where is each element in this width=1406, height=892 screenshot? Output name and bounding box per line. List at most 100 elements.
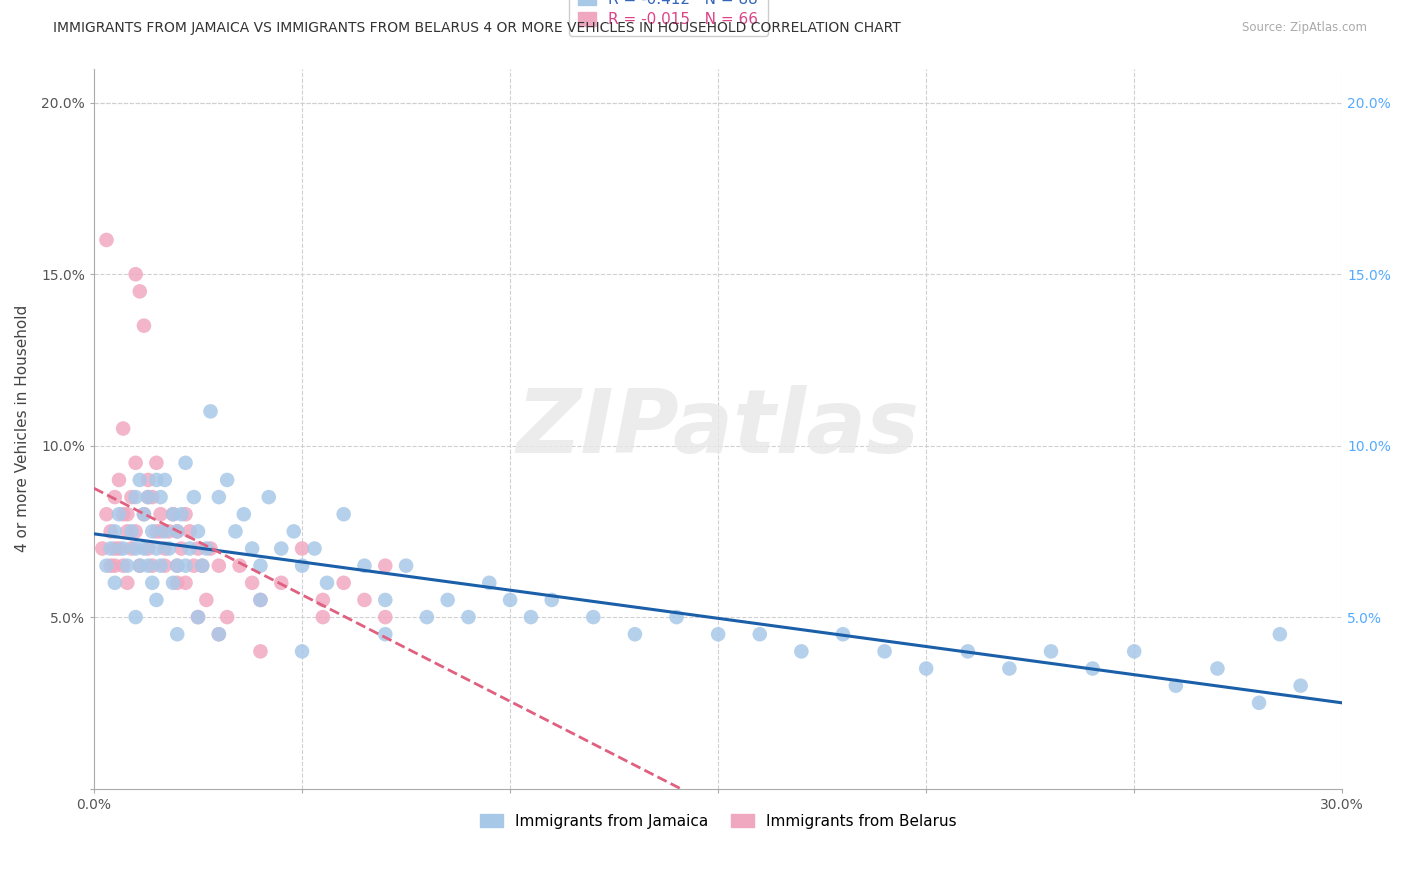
- Point: [208, 627, 231, 641]
- Point: [136, 541, 159, 556]
- Point: [257, 490, 280, 504]
- Point: [141, 524, 163, 539]
- Point: [200, 541, 222, 556]
- Point: [240, 575, 263, 590]
- Point: [145, 524, 167, 539]
- Point: [304, 541, 326, 556]
- Point: [174, 558, 197, 573]
- Point: [499, 593, 522, 607]
- Point: [1081, 661, 1104, 675]
- Point: [1206, 661, 1229, 675]
- Point: [374, 627, 396, 641]
- Point: [249, 593, 271, 607]
- Point: [1268, 627, 1291, 641]
- Point: [174, 507, 197, 521]
- Point: [1164, 679, 1187, 693]
- Point: [191, 558, 214, 573]
- Point: [166, 558, 188, 573]
- Point: [520, 610, 543, 624]
- Point: [124, 541, 146, 556]
- Point: [166, 524, 188, 539]
- Point: [149, 490, 172, 504]
- Point: [187, 610, 209, 624]
- Point: [96, 558, 118, 573]
- Point: [162, 507, 184, 521]
- Point: [179, 524, 201, 539]
- Point: [174, 456, 197, 470]
- Point: [157, 524, 180, 539]
- Point: [104, 541, 127, 556]
- Point: [436, 593, 458, 607]
- Point: [104, 524, 127, 539]
- Point: [1247, 696, 1270, 710]
- Point: [187, 541, 209, 556]
- Point: [249, 593, 271, 607]
- Legend: Immigrants from Jamaica, Immigrants from Belarus: Immigrants from Jamaica, Immigrants from…: [474, 807, 963, 835]
- Point: [96, 507, 118, 521]
- Point: [136, 490, 159, 504]
- Point: [108, 507, 131, 521]
- Point: [353, 593, 375, 607]
- Point: [100, 558, 122, 573]
- Point: [748, 627, 770, 641]
- Point: [112, 558, 135, 573]
- Point: [128, 285, 150, 299]
- Point: [91, 541, 114, 556]
- Point: [149, 507, 172, 521]
- Point: [162, 507, 184, 521]
- Point: [149, 524, 172, 539]
- Point: [707, 627, 730, 641]
- Point: [153, 541, 176, 556]
- Point: [790, 644, 813, 658]
- Point: [915, 661, 938, 675]
- Point: [166, 558, 188, 573]
- Point: [145, 593, 167, 607]
- Point: [291, 644, 314, 658]
- Point: [117, 524, 139, 539]
- Point: [104, 558, 127, 573]
- Point: [217, 473, 239, 487]
- Point: [332, 507, 354, 521]
- Point: [291, 558, 314, 573]
- Point: [108, 473, 131, 487]
- Point: [195, 541, 218, 556]
- Point: [183, 490, 205, 504]
- Point: [166, 575, 188, 590]
- Point: [104, 490, 127, 504]
- Point: [208, 490, 231, 504]
- Point: [956, 644, 979, 658]
- Point: [132, 541, 155, 556]
- Point: [224, 524, 246, 539]
- Text: ZIPatlas: ZIPatlas: [516, 385, 920, 472]
- Point: [240, 541, 263, 556]
- Point: [200, 404, 222, 418]
- Point: [540, 593, 562, 607]
- Point: [124, 456, 146, 470]
- Point: [208, 627, 231, 641]
- Point: [312, 593, 335, 607]
- Point: [374, 610, 396, 624]
- Point: [124, 524, 146, 539]
- Point: [117, 507, 139, 521]
- Point: [191, 558, 214, 573]
- Point: [316, 575, 339, 590]
- Point: [291, 541, 314, 556]
- Point: [998, 661, 1021, 675]
- Point: [112, 507, 135, 521]
- Point: [179, 541, 201, 556]
- Point: [145, 541, 167, 556]
- Point: [217, 610, 239, 624]
- Point: [124, 490, 146, 504]
- Point: [132, 507, 155, 521]
- Point: [104, 575, 127, 590]
- Point: [121, 524, 143, 539]
- Point: [270, 541, 292, 556]
- Point: [153, 558, 176, 573]
- Point: [1289, 679, 1312, 693]
- Point: [208, 558, 231, 573]
- Point: [149, 558, 172, 573]
- Point: [136, 558, 159, 573]
- Point: [128, 473, 150, 487]
- Point: [1123, 644, 1146, 658]
- Point: [374, 593, 396, 607]
